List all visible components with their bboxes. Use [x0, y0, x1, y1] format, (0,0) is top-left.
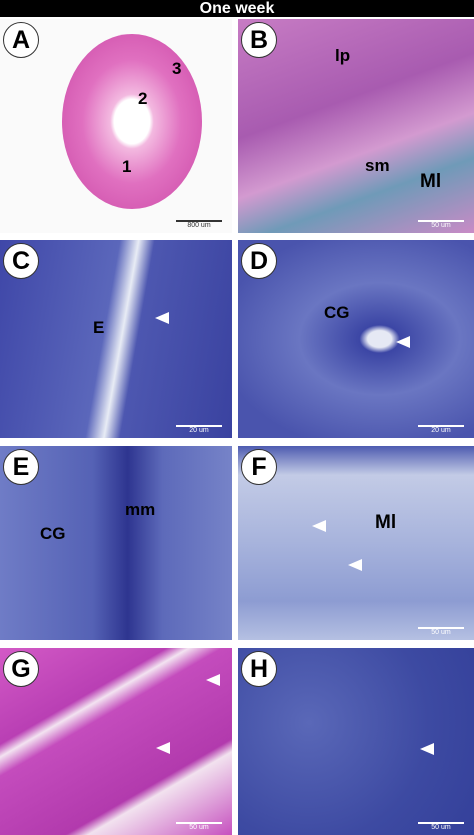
scale-bar: 50 um: [176, 822, 222, 831]
annotation: mm: [125, 500, 156, 519]
scale-bar: 800 um: [176, 220, 222, 229]
scale-bar: 50 um: [418, 627, 464, 636]
panel-a: 3 2 1 800 um A: [0, 19, 232, 233]
panel-label: F: [241, 449, 277, 485]
panel-label: H: [241, 651, 277, 687]
annotation: CG: [40, 524, 66, 543]
annotation: CG: [324, 303, 350, 322]
annotation: lp: [335, 46, 351, 65]
annotation: Ml: [375, 512, 397, 533]
annotation: 1: [122, 157, 132, 176]
arrowhead: [206, 674, 220, 686]
panel-b: lp sm Ml 50 um B: [238, 19, 474, 233]
annotation: E: [93, 318, 105, 337]
scale-bar: 50 um: [418, 220, 464, 229]
tissue-section: [62, 34, 202, 209]
annotation: 3: [172, 59, 182, 78]
arrowhead: [396, 336, 410, 348]
panel-f: Ml 50 um F: [238, 446, 474, 640]
arrowhead: [155, 312, 169, 324]
panel-label: G: [3, 651, 39, 687]
arrowhead: [420, 743, 434, 755]
arrowhead: [312, 520, 326, 532]
annotation: sm: [365, 156, 390, 175]
panel-d: CG 20 um D: [238, 240, 474, 438]
panel-label: A: [3, 22, 39, 58]
arrowhead: [348, 559, 362, 571]
panel-label: C: [3, 243, 39, 279]
scale-bar: 20 um: [418, 425, 464, 434]
scale-bar: 20 um: [176, 425, 222, 434]
panel-label: B: [241, 22, 277, 58]
annotation: Ml: [420, 171, 442, 192]
panel-label: D: [241, 243, 277, 279]
panel-label: E: [3, 449, 39, 485]
annotation: 2: [138, 89, 148, 108]
scale-bar: 50 um: [418, 822, 464, 831]
panel-c: E 20 um C: [0, 240, 232, 438]
panel-g: 50 um G: [0, 648, 232, 835]
arrowhead: [156, 742, 170, 754]
panel-h: 50 um H: [238, 648, 474, 835]
panel-e: CG mm E: [0, 446, 232, 640]
figure-title: One week: [0, 0, 474, 17]
